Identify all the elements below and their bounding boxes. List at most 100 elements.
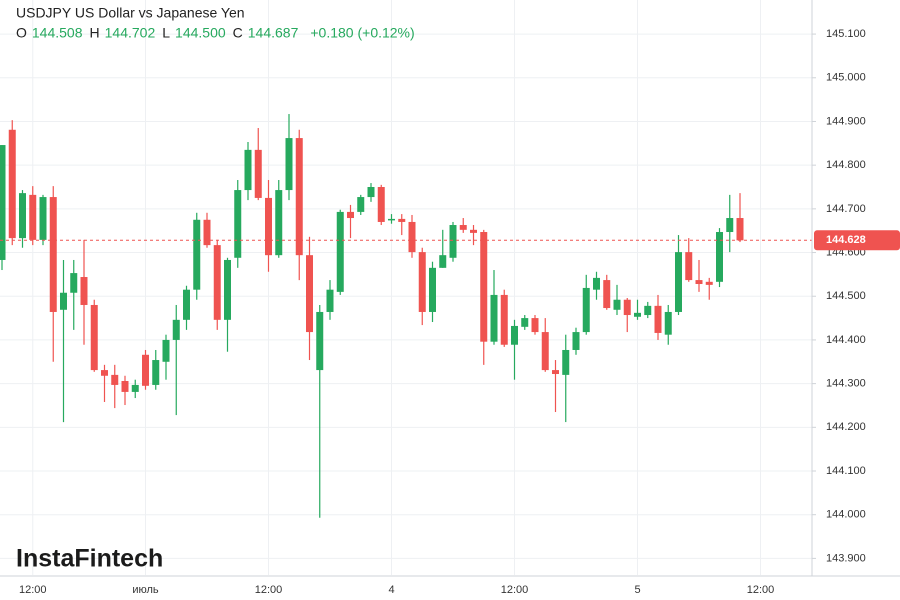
candle-body — [101, 370, 108, 376]
candle-body — [695, 280, 703, 285]
candle-body — [418, 252, 426, 312]
y-tick-label: 144.000 — [826, 509, 866, 521]
candle-body — [623, 299, 631, 316]
candle-body — [19, 193, 26, 239]
candle-body — [60, 292, 67, 310]
candle-body — [613, 299, 621, 310]
x-tick-label: 4 — [388, 584, 394, 596]
y-tick-label: 144.500 — [826, 290, 866, 302]
ohlc-value: +0.180 (+0.12%) — [310, 25, 414, 41]
candle-body — [367, 187, 375, 198]
candles — [0, 114, 812, 518]
candle-body — [295, 138, 303, 256]
candle-body — [0, 145, 6, 260]
candle-body — [347, 211, 354, 219]
candle-body — [705, 281, 713, 285]
candle-body — [316, 311, 324, 371]
x-tick-label: 12:00 — [747, 584, 775, 596]
axes: 145.100 145.000 144.900 144.800 144.700 144.6… — [19, 28, 900, 596]
candle-body — [152, 360, 160, 385]
y-tick-label: 144.800 — [826, 159, 866, 171]
y-tick-label: 143.900 — [826, 552, 866, 564]
candle-body — [336, 211, 344, 292]
y-tick-label: 144.900 — [826, 115, 866, 127]
candle-body — [521, 318, 529, 327]
candle-body — [70, 273, 78, 293]
candle-body — [470, 229, 477, 233]
candle-body — [634, 312, 641, 317]
y-tick-label: 144.700 — [826, 203, 866, 215]
candle-body — [8, 129, 16, 239]
ohlc-value: 144.500 — [175, 25, 226, 41]
candle-body — [644, 305, 652, 316]
candle-body — [183, 289, 190, 320]
y-tick-label: 145.000 — [826, 72, 866, 84]
ohlc-value: 144.508 — [32, 25, 83, 41]
ohlc-label: C — [233, 25, 243, 41]
last-price-label: 144.628 — [826, 234, 866, 246]
y-tick-label: 145.100 — [826, 28, 866, 40]
candle-body — [254, 149, 262, 198]
candle-body — [275, 190, 283, 256]
ohlc-value: 144.702 — [105, 25, 156, 41]
y-tick-label: 144.200 — [826, 421, 866, 433]
x-tick-label: 12:00 — [19, 584, 47, 596]
candle-body — [726, 218, 734, 233]
candle-body — [562, 349, 570, 375]
candle-body — [388, 218, 395, 221]
last-price-tag — [814, 230, 900, 251]
candle-body — [480, 232, 488, 342]
y-tick-label: 144.100 — [826, 465, 866, 477]
candle-body — [80, 277, 88, 305]
x-tick-label: 12:00 — [501, 584, 529, 596]
candle-body — [193, 219, 201, 290]
candle-body — [244, 149, 252, 191]
candle-body — [531, 318, 539, 333]
candle-body — [398, 218, 406, 222]
candle-body — [131, 384, 139, 392]
candle-body — [172, 319, 180, 340]
candle-body — [716, 232, 723, 282]
candle-body — [603, 280, 611, 309]
candle-body — [675, 252, 682, 312]
candle-body — [213, 245, 221, 320]
candle-body — [285, 138, 293, 191]
candle-body — [439, 255, 447, 268]
candle-body — [326, 289, 334, 312]
x-tick-label: 5 — [634, 584, 640, 596]
ohlc-value: 144.687 — [248, 25, 299, 41]
candle-body — [654, 305, 662, 333]
candle-body — [224, 259, 231, 320]
candle-body — [572, 332, 580, 350]
candle-body — [449, 225, 457, 258]
candle-body — [500, 294, 508, 345]
ohlc-header: O 144.508 H 144.702 L 144.500 C 144.687 +0.180 (… — [16, 25, 415, 41]
candle-body — [234, 190, 242, 258]
watermark: InstaFintech — [16, 545, 163, 573]
candle-body — [593, 277, 600, 290]
candle-body — [511, 325, 518, 345]
candle-body — [142, 354, 149, 386]
candle-body — [377, 187, 385, 222]
x-tick-label: июль — [132, 584, 159, 596]
grid — [0, 0, 812, 575]
candle-body — [552, 370, 559, 375]
candle-body — [121, 381, 129, 392]
candle-body — [357, 197, 365, 212]
candle-body — [265, 197, 272, 256]
candle-body — [162, 339, 170, 362]
candle-body — [306, 255, 313, 333]
candle-body — [736, 218, 744, 241]
candle-body — [541, 332, 549, 371]
ohlc-label: O — [16, 25, 27, 41]
candle-body — [664, 311, 672, 335]
candle-body — [111, 374, 119, 385]
candle-body — [490, 294, 498, 342]
candle-body — [29, 194, 37, 240]
y-tick-label: 144.300 — [826, 378, 866, 390]
candle-body — [429, 267, 436, 312]
candle-body — [203, 219, 211, 246]
ohlc-label: H — [90, 25, 100, 41]
